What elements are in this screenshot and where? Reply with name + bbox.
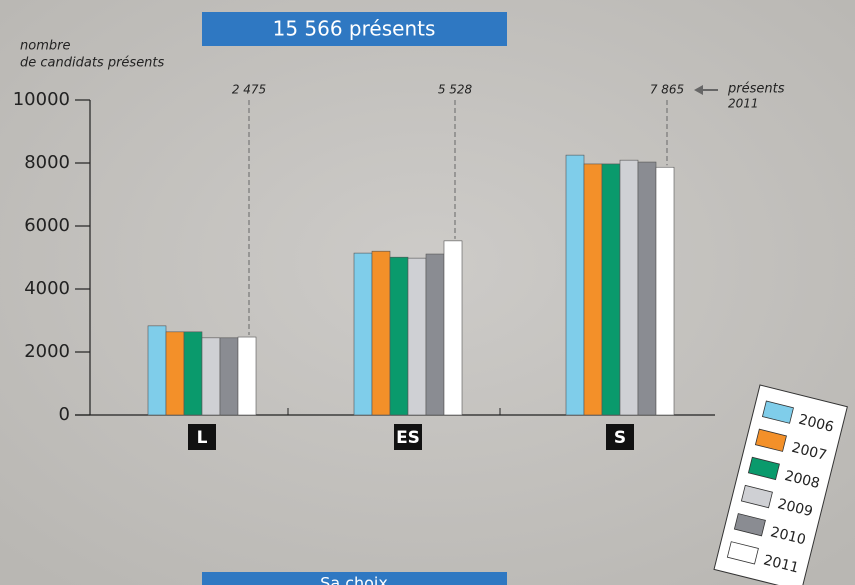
bar xyxy=(602,164,620,415)
bar xyxy=(220,338,238,415)
value-label: 2 475 xyxy=(232,83,266,97)
x-tick-label: S xyxy=(614,428,626,448)
y-tick-label: 0 xyxy=(59,404,70,425)
bar xyxy=(656,167,674,415)
value-label: 5 528 xyxy=(438,83,473,97)
y-tick-label: 4000 xyxy=(24,278,70,299)
y-axis-label: de candidats présents xyxy=(20,56,165,71)
bar xyxy=(238,337,256,415)
bottom-banner-text: Sa choix xyxy=(320,574,388,585)
annotation: 2011 xyxy=(728,97,759,111)
y-tick-label: 10000 xyxy=(13,89,70,110)
bar xyxy=(620,160,638,415)
bar xyxy=(202,338,220,415)
bar xyxy=(390,257,408,415)
bar xyxy=(184,332,202,415)
y-tick-label: 2000 xyxy=(24,341,70,362)
y-axis-label: nombre xyxy=(20,39,70,54)
value-label: 7 865 xyxy=(650,83,684,97)
bar xyxy=(372,251,390,415)
bar xyxy=(584,164,602,415)
chart: 15 566 présents Sa choix nombre de candi… xyxy=(0,0,855,585)
bar xyxy=(638,162,656,415)
x-tick-label: ES xyxy=(396,428,420,448)
bar xyxy=(354,253,372,415)
bar xyxy=(408,258,426,415)
y-tick-label: 6000 xyxy=(24,215,70,236)
annotation: présents xyxy=(727,82,785,97)
bar xyxy=(444,241,462,415)
y-tick-label: 8000 xyxy=(24,152,70,173)
bar xyxy=(566,155,584,415)
bar xyxy=(166,332,184,415)
bar xyxy=(148,326,166,415)
bar xyxy=(426,254,444,415)
x-tick-label: L xyxy=(197,428,208,448)
chart-title: 15 566 présents xyxy=(273,17,436,41)
